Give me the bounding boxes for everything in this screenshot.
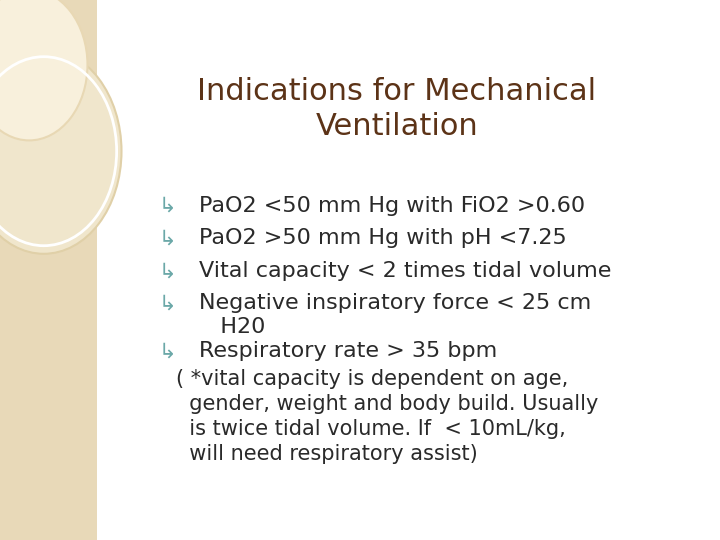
Text: Indications for Mechanical
Ventilation: Indications for Mechanical Ventilation [197,77,596,141]
Text: Vital capacity < 2 times tidal volume: Vital capacity < 2 times tidal volume [199,261,611,281]
Text: ( *vital capacity is dependent on age,
  gender, weight and body build. Usually
: ( *vital capacity is dependent on age, g… [176,369,599,463]
Text: ↳: ↳ [159,261,176,281]
Text: PaO2 >50 mm Hg with pH <7.25: PaO2 >50 mm Hg with pH <7.25 [199,228,567,248]
Text: PaO2 <50 mm Hg with FiO2 >0.60: PaO2 <50 mm Hg with FiO2 >0.60 [199,196,585,216]
Text: ↳: ↳ [159,294,176,314]
Text: Negative inspiratory force < 25 cm
   H20: Negative inspiratory force < 25 cm H20 [199,294,591,338]
Text: Respiratory rate > 35 bpm: Respiratory rate > 35 bpm [199,341,497,361]
Text: ↳: ↳ [159,341,176,361]
Text: ↳: ↳ [159,196,176,216]
Text: ↳: ↳ [159,228,176,248]
